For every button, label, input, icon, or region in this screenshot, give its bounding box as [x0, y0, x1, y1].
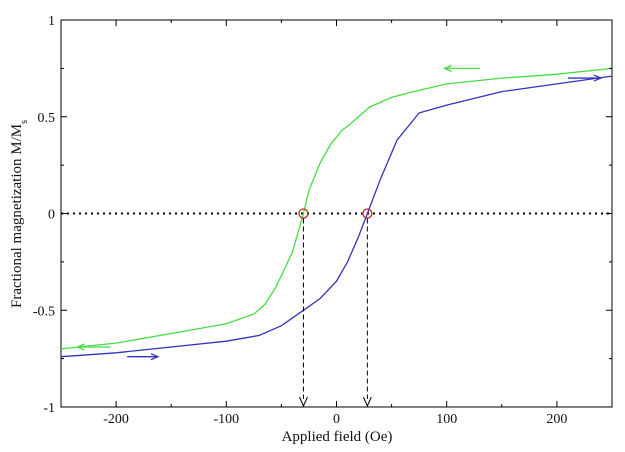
x-tick-label: 100: [436, 412, 457, 427]
coercive-arrow-head: [298, 396, 308, 408]
plot-area: [60, 19, 613, 408]
x-tick-label: -200: [103, 412, 129, 427]
y-tick-label: 0: [48, 208, 55, 223]
tick-marks: [61, 19, 612, 408]
coercive-point-marker: [362, 208, 373, 219]
y-tick-label: 1: [48, 14, 55, 29]
x-tick-label: -100: [213, 412, 239, 427]
x-axis-label: Applied field (Oe): [282, 429, 393, 445]
y-axis-label-subscript: s: [19, 120, 30, 124]
series-line-1: [60, 75, 613, 358]
tick-labels: -200 -100 0 100 200 -1 -0.5 0 0.5 1: [33, 14, 568, 427]
x-tick-label: 0: [333, 412, 340, 427]
series-line-0: [60, 67, 613, 350]
x-tick-label: 200: [546, 412, 567, 427]
y-axis-label-main: Fractional magnetization M/M: [9, 124, 25, 308]
direction-arrow-head: [75, 343, 85, 351]
coercive-arrow-head: [362, 396, 372, 408]
y-tick-label: -1: [43, 401, 55, 416]
coercive-point-marker: [298, 208, 309, 219]
y-axis-label: Fractional magnetization M/Ms: [9, 120, 30, 308]
y-tick-label: -0.5: [33, 304, 55, 319]
direction-arrow-head: [593, 74, 603, 82]
direction-arrow-head: [150, 353, 160, 361]
direction-arrow-head: [442, 64, 452, 72]
y-tick-label: 0.5: [38, 111, 56, 126]
